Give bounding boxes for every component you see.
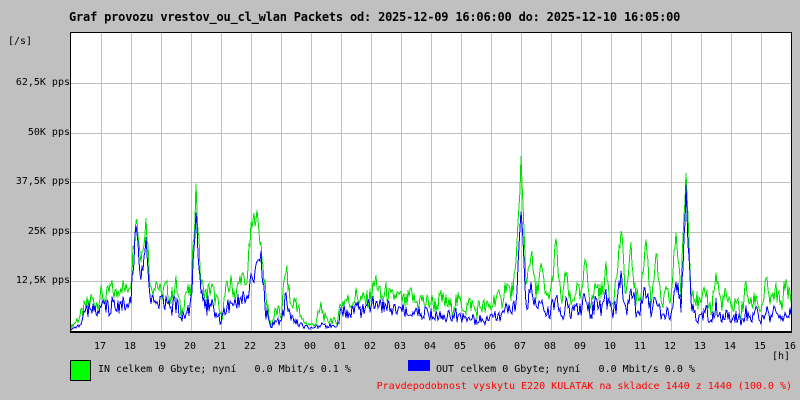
page-title: Graf provozu vrestov_ou_cl_wlan Packets … [69, 10, 681, 24]
x-axis-hour-label: 22 [243, 341, 257, 352]
y-axis-tick-label: 37,5K pps [15, 176, 70, 188]
legend-out-swatch [408, 360, 430, 371]
x-axis-hour-label: 14 [723, 341, 737, 352]
legend-in-swatch [70, 360, 91, 381]
x-axis-hour-label: 05 [453, 341, 467, 352]
x-axis-hour-label: 17 [93, 341, 107, 352]
x-axis-hour-label: 06 [483, 341, 497, 352]
x-axis-hour-label: 09 [573, 341, 587, 352]
legend-in-label: IN celkem 0 Gbyte; nyní 0.0 Mbit/s 0.1 % [98, 364, 351, 375]
x-axis-hour-label: 12 [663, 341, 677, 352]
x-axis-hour-label: 16 [783, 341, 797, 352]
traffic-chart-svg [71, 33, 791, 331]
legend-out-label: OUT celkem 0 Gbyte; nyní 0.0 Mbit/s 0.0 … [436, 364, 695, 375]
x-axis-hour-label: 00 [303, 341, 317, 352]
y-axis-tick-label: 12,5K pps [15, 275, 70, 287]
x-axis-hour-label: 15 [753, 341, 767, 352]
x-axis-hour-label: 01 [333, 341, 347, 352]
x-axis-hour-label: 03 [393, 341, 407, 352]
x-axis-hour-label: 02 [363, 341, 377, 352]
x-axis-hour-label: 04 [423, 341, 437, 352]
x-axis-hour-label: 19 [153, 341, 167, 352]
x-axis-hour-label: 10 [603, 341, 617, 352]
out-series-line [71, 184, 791, 331]
y-axis-unit-label: [/s] [8, 36, 33, 47]
chart-plot-area [70, 32, 792, 333]
x-axis-hour-label: 21 [213, 341, 227, 352]
x-axis-hour-label: 23 [273, 341, 287, 352]
y-axis-tick-label: 62,5K pps [15, 77, 70, 88]
x-axis-unit-label: [h] [771, 351, 790, 362]
x-axis-hour-label: 13 [693, 341, 707, 352]
footer-note: Pravdepodobnost vyskytu E220 KULATAK na … [376, 381, 792, 392]
y-axis-tick-label: 25K pps [27, 225, 70, 237]
x-axis-hour-label: 18 [123, 341, 137, 352]
x-axis-hour-label: 20 [183, 341, 197, 352]
chart-gridlines [71, 33, 791, 331]
x-axis-hour-label: 11 [633, 341, 647, 352]
x-axis-hour-label: 07 [513, 341, 527, 352]
y-axis-tick-label: 50K pps [27, 126, 70, 138]
x-axis-hour-label: 08 [543, 341, 557, 352]
